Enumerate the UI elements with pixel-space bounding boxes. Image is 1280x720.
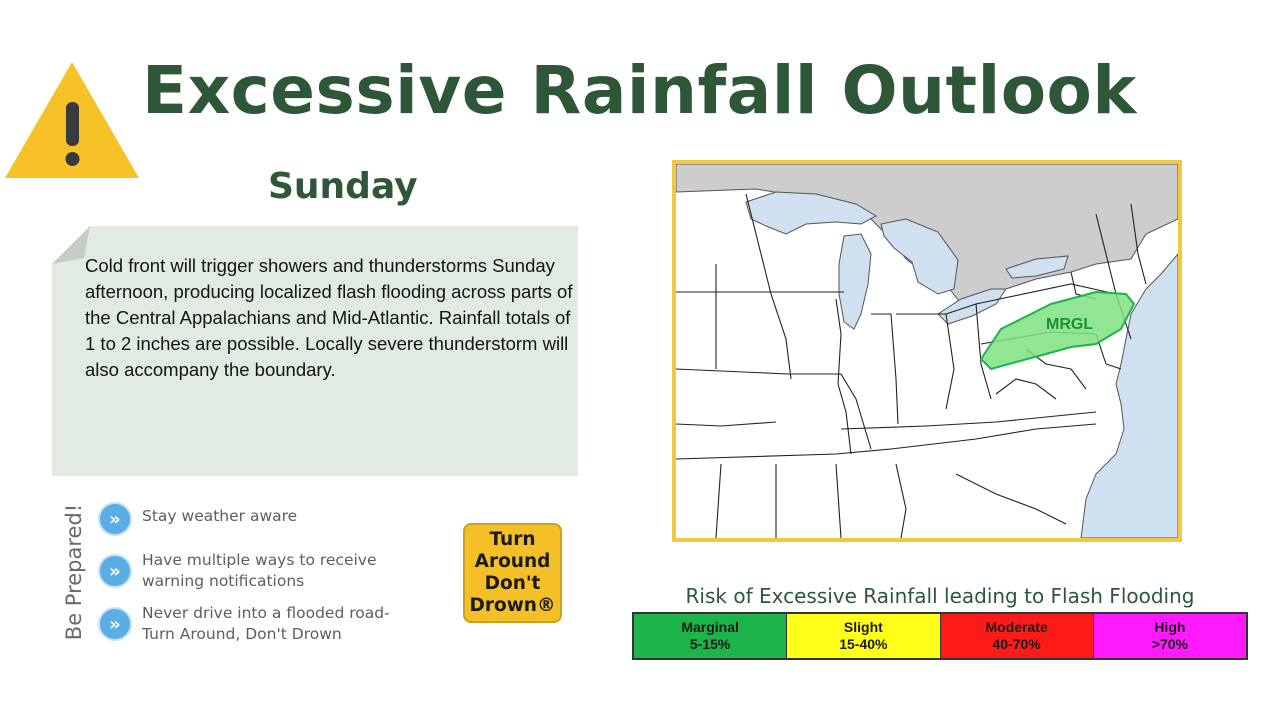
summary-panel: [52, 226, 578, 476]
day-heading: Sunday: [268, 166, 418, 207]
double-chevron-right-icon: »: [98, 554, 132, 588]
turn-around-dont-drown-badge: Turn Around Don't Drown®: [463, 523, 562, 623]
legend-level-range: >70%: [1151, 636, 1188, 652]
legend-moderate: Moderate 40-70%: [940, 614, 1094, 658]
badge-line: Drown®: [469, 595, 556, 616]
double-chevron-right-icon: »: [98, 502, 132, 536]
map-graphic: MRGL: [676, 164, 1178, 538]
legend-level-range: 5-15%: [689, 636, 731, 652]
legend-slight: Slight 15-40%: [787, 614, 941, 658]
double-chevron-right-icon: »: [98, 607, 132, 641]
legend-level-name: High: [1154, 619, 1186, 635]
warning-icon: [5, 62, 139, 178]
page-fold: [52, 226, 90, 264]
tip-text: Stay weather aware: [142, 507, 298, 525]
page-title: Excessive Rainfall Outlook: [142, 52, 1137, 129]
marginal-risk-area: [979, 290, 1136, 371]
legend-title: Risk of Excessive Rainfall leading to Fl…: [685, 584, 1195, 608]
badge-line: Don't: [484, 573, 541, 594]
legend-level-range: 15-40%: [839, 636, 888, 652]
badge-line: Around: [474, 551, 551, 572]
risk-map: MRGL: [672, 160, 1182, 542]
tip-item: » Never drive into a flooded road- Turn …: [98, 603, 422, 645]
legend-level-range: 40-70%: [992, 636, 1041, 652]
risk-legend: Marginal 5-15% Slight 15-40% Moderate 40…: [632, 612, 1248, 660]
tip-item: » Stay weather aware: [98, 502, 422, 536]
be-prepared-heading: Be Prepared!: [62, 503, 86, 641]
risk-area-label: MRGL: [1046, 316, 1093, 333]
summary-text: Cold front will trigger showers and thun…: [85, 255, 573, 380]
tip-item: » Have multiple ways to receive warning …: [98, 550, 422, 592]
tip-text: Never drive into a flooded road- Turn Ar…: [142, 604, 390, 643]
legend-level-name: Slight: [843, 619, 883, 635]
legend-high: High >70%: [1093, 614, 1246, 658]
legend-level-name: Moderate: [985, 619, 1048, 635]
legend-marginal: Marginal 5-15%: [634, 614, 788, 658]
badge-line: Turn: [489, 529, 536, 550]
tip-text: Have multiple ways to receive warning no…: [142, 551, 377, 590]
legend-level-name: Marginal: [681, 619, 739, 635]
